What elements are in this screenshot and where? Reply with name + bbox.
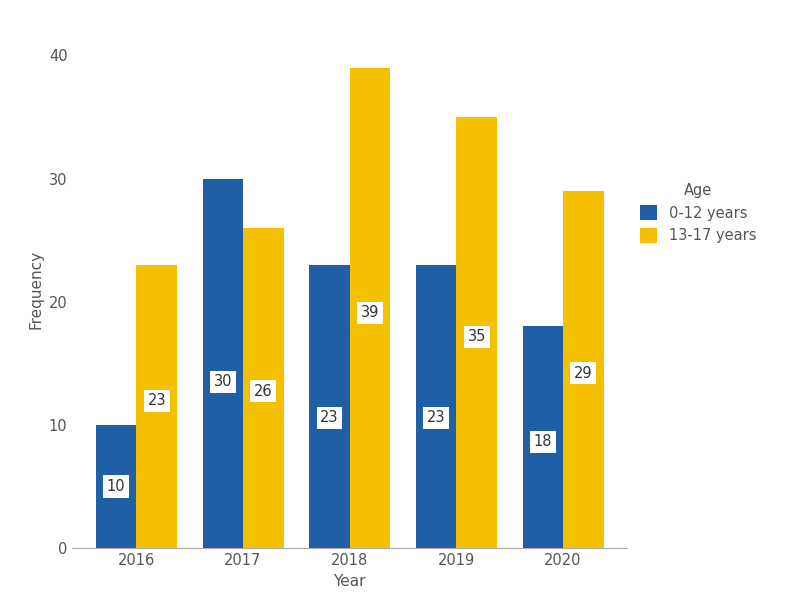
Text: 29: 29: [573, 366, 592, 381]
Y-axis label: Frequency: Frequency: [28, 250, 43, 329]
Bar: [137, 265, 177, 548]
Bar: [309, 265, 349, 548]
Text: 35: 35: [467, 330, 485, 344]
Bar: [202, 179, 243, 548]
Text: 10: 10: [107, 479, 125, 494]
Bar: [522, 326, 562, 548]
Bar: [96, 425, 137, 548]
Text: 23: 23: [147, 394, 165, 408]
Legend: 0-12 years, 13-17 years: 0-12 years, 13-17 years: [639, 183, 756, 243]
Bar: [456, 117, 496, 548]
Text: 23: 23: [320, 410, 338, 426]
Text: 23: 23: [426, 410, 445, 426]
Text: 18: 18: [533, 434, 552, 449]
Text: 26: 26: [254, 384, 272, 399]
Bar: [415, 265, 456, 548]
X-axis label: Year: Year: [333, 573, 365, 589]
Bar: [349, 68, 389, 548]
Text: 30: 30: [214, 375, 232, 389]
Bar: [562, 191, 603, 548]
Bar: [243, 228, 283, 548]
Text: 39: 39: [361, 306, 379, 320]
